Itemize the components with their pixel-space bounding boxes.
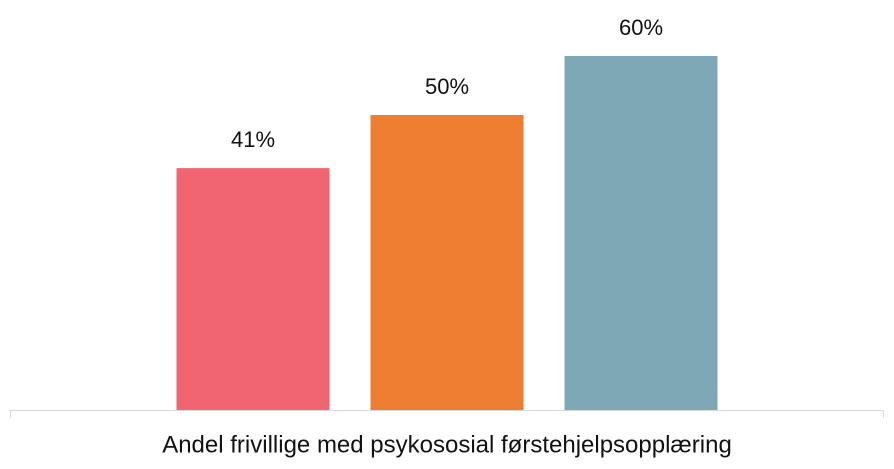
- bar: [176, 168, 330, 410]
- bar: [370, 115, 524, 410]
- bar: [564, 56, 718, 410]
- data-label: 41%: [231, 127, 275, 152]
- x-tick-label: Andel frivillige med psykososial førsteh…: [162, 431, 732, 458]
- data-label: 50%: [425, 74, 469, 99]
- data-label: 60%: [619, 15, 663, 40]
